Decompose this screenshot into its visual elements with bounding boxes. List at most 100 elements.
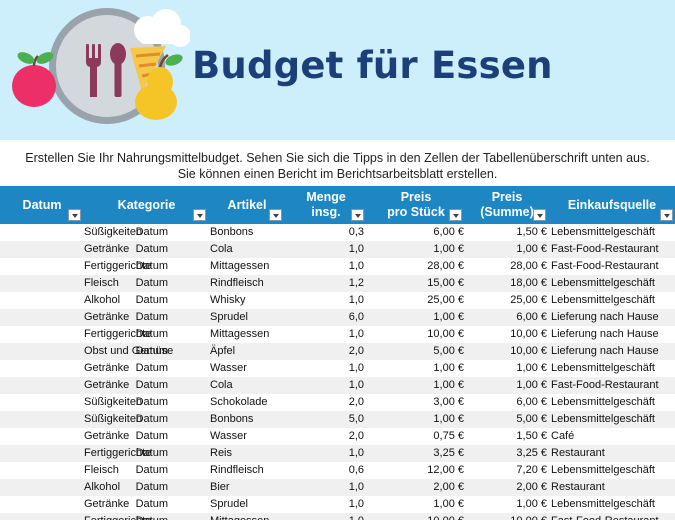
cell-preis-summe[interactable]: 1,00 € (516, 379, 547, 391)
cell-einkaufsquelle[interactable]: Fast-Food-Restaurant (551, 379, 659, 391)
cell-menge[interactable]: 1,0 (348, 447, 364, 459)
cell-menge[interactable]: 1,0 (348, 498, 364, 510)
cell-artikel[interactable]: Bonbons (210, 226, 254, 238)
column-header-preis-stueck[interactable]: Preis pro Stück (367, 186, 465, 224)
cell-preis-stueck[interactable]: 6,00 € (433, 226, 464, 238)
cell-kategorie[interactable]: Alkohol (84, 294, 121, 306)
cell-kategorie[interactable]: Getränke (84, 379, 130, 391)
cell-einkaufsquelle[interactable]: Lebensmittelgeschäft (551, 396, 655, 408)
column-header-kategorie[interactable]: Kategorie (84, 186, 209, 224)
cell-preis-stueck[interactable]: 25,00 € (427, 294, 464, 306)
dropdown-icon[interactable] (449, 209, 462, 221)
cell-menge[interactable]: 1,0 (348, 260, 364, 272)
cell-einkaufsquelle[interactable]: Lebensmittelgeschäft (551, 294, 655, 306)
cell-kategorie[interactable]: Getränke (84, 243, 130, 255)
cell-einkaufsquelle[interactable]: Lieferung nach Hause (551, 311, 659, 323)
cell-artikel[interactable]: Reis (210, 447, 233, 459)
column-header-einkaufsquelle[interactable]: Einkaufsquelle (549, 186, 675, 224)
cell-preis-stueck[interactable]: 12,00 € (427, 464, 464, 476)
cell-menge[interactable]: 1,0 (348, 362, 364, 374)
cell-kategorie[interactable]: Fertiggerichte (84, 260, 152, 272)
cell-einkaufsquelle[interactable]: Fast-Food-Restaurant (551, 515, 659, 520)
cell-preis-summe[interactable]: 1,00 € (516, 362, 547, 374)
cell-artikel[interactable]: Rindfleisch (210, 464, 264, 476)
cell-preis-stueck[interactable]: 1,00 € (433, 413, 464, 425)
cell-preis-summe[interactable]: 6,00 € (516, 311, 547, 323)
table-row[interactable]: Datum Fertiggerichte Mittagessen 1,0 28,00 €… (0, 258, 675, 275)
cell-preis-summe[interactable]: 1,50 € (516, 430, 547, 442)
cell-preis-stueck[interactable]: 5,00 € (433, 345, 464, 357)
cell-kategorie[interactable]: Fertiggerichte (84, 515, 151, 520)
cell-einkaufsquelle[interactable]: Café (551, 430, 575, 442)
cell-preis-stueck[interactable]: 1,00 € (433, 243, 464, 255)
cell-kategorie[interactable]: Getränke (84, 362, 130, 374)
table-row[interactable]: Datum Fertiggerichte Reis 1,0 3,25 € 3,25 € Re… (0, 445, 675, 462)
cell-menge[interactable]: 1,0 (348, 481, 364, 493)
column-header-menge[interactable]: Menge insg. (285, 186, 367, 224)
cell-einkaufsquelle[interactable]: Lieferung nach Hause (551, 345, 659, 357)
cell-einkaufsquelle[interactable]: Restaurant (551, 447, 605, 459)
cell-datum[interactable]: Datum (135, 277, 168, 289)
cell-artikel[interactable]: Sprudel (210, 311, 248, 323)
cell-kategorie[interactable]: Obst und Gemüse (84, 345, 174, 357)
dropdown-icon[interactable] (193, 209, 206, 221)
cell-kategorie[interactable]: Fertiggerichte (84, 328, 152, 340)
table-row[interactable]: Datum Fleisch Rindfleisch 0,6 12,00 € 7,20 € L… (0, 462, 675, 479)
column-header-datum[interactable]: Datum (0, 186, 84, 224)
cell-preis-summe[interactable]: 7,20 € (516, 464, 547, 476)
cell-datum[interactable]: Datum (135, 447, 168, 459)
cell-datum[interactable]: Datum (135, 311, 168, 323)
cell-artikel[interactable]: Bier (210, 481, 230, 493)
cell-menge[interactable]: 1,0 (348, 328, 364, 340)
cell-datum[interactable]: Datum (135, 294, 168, 306)
cell-kategorie[interactable]: Fleisch (84, 464, 119, 476)
cell-menge[interactable]: 5,0 (348, 413, 364, 425)
table-row[interactable]: Datum Getränke Sprudel 1,0 1,00 € 1,00 € Leben… (0, 496, 675, 513)
column-header-artikel[interactable]: Artikel (209, 186, 285, 224)
table-row[interactable]: Datum Süßigkeiten Bonbons 5,0 1,00 € 5,00 € Le… (0, 411, 675, 428)
cell-kategorie[interactable]: Süßigkeiten (84, 413, 143, 425)
cell-preis-stueck[interactable]: 1,00 € (433, 362, 464, 374)
cell-menge[interactable]: 2,0 (348, 396, 364, 408)
cell-menge[interactable]: 2,0 (348, 430, 364, 442)
cell-preis-stueck[interactable]: 2,00 € (433, 481, 464, 493)
cell-datum[interactable]: Datum (135, 362, 168, 374)
cell-menge[interactable]: 0,3 (348, 226, 364, 238)
cell-preis-summe[interactable]: 1,00 € (516, 498, 547, 510)
column-header-preis-summe[interactable]: Preis (Summe) (465, 186, 549, 224)
cell-artikel[interactable]: Sprudel (210, 498, 248, 510)
cell-preis-summe[interactable]: 3,25 € (516, 447, 547, 459)
cell-datum[interactable]: Datum (135, 481, 168, 493)
cell-datum[interactable]: Datum (135, 464, 168, 476)
dropdown-icon[interactable] (533, 209, 546, 221)
cell-datum[interactable]: Datum (135, 345, 168, 357)
cell-artikel[interactable]: Bonbons (210, 413, 254, 425)
cell-preis-stueck[interactable]: 3,00 € (433, 396, 464, 408)
cell-einkaufsquelle[interactable]: Restaurant (551, 481, 605, 493)
cell-kategorie[interactable]: Fertiggerichte (84, 447, 152, 459)
cell-datum[interactable]: Datum (135, 430, 168, 442)
table-row[interactable]: Datum Getränke Cola 1,0 1,00 € 1,00 € Fast-Foo… (0, 241, 675, 258)
cell-datum[interactable]: Datum (135, 498, 168, 510)
cell-kategorie[interactable]: Alkohol (84, 481, 121, 493)
cell-preis-stueck[interactable]: 10,00 € (427, 515, 464, 520)
dropdown-icon[interactable] (269, 209, 282, 221)
cell-artikel[interactable]: Schokolade (210, 396, 268, 408)
table-row[interactable]: Datum Alkohol Bier 1,0 2,00 € 2,00 € Restauran… (0, 479, 675, 496)
dropdown-icon[interactable] (660, 209, 673, 221)
cell-kategorie[interactable]: Süßigkeiten (84, 396, 143, 408)
cell-datum[interactable]: Datum (135, 413, 168, 425)
cell-kategorie[interactable]: Getränke (84, 498, 130, 510)
cell-einkaufsquelle[interactable]: Lebensmittelgeschäft (551, 498, 655, 510)
cell-kategorie[interactable]: Getränke (84, 311, 130, 323)
cell-einkaufsquelle[interactable]: Fast-Food-Restaurant (551, 243, 659, 255)
cell-einkaufsquelle[interactable]: Lebensmittelgeschäft (551, 464, 655, 476)
cell-datum[interactable]: Datum (136, 515, 168, 520)
cell-preis-stueck[interactable]: 1,00 € (433, 379, 464, 391)
cell-artikel[interactable]: Cola (210, 379, 233, 391)
cell-einkaufsquelle[interactable]: Fast-Food-Restaurant (551, 260, 659, 272)
cell-datum[interactable]: Datum (135, 226, 168, 238)
cell-artikel[interactable]: Mittagessen (210, 260, 270, 272)
cell-preis-summe[interactable]: 10,00 € (510, 515, 547, 520)
